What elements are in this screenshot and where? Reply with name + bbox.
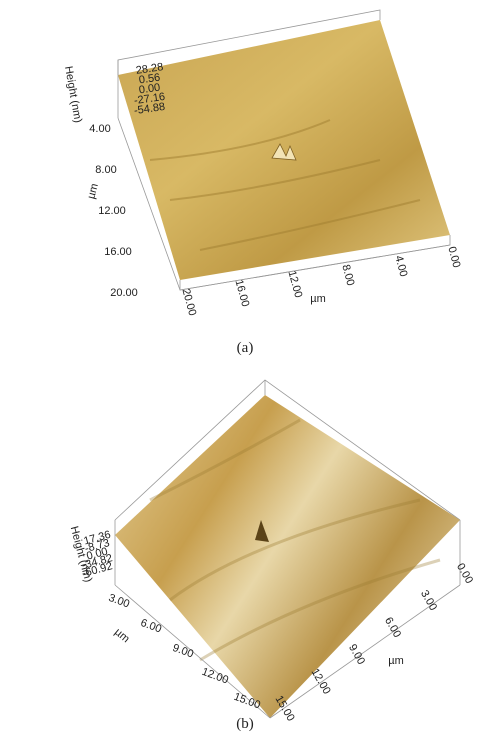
bottom-tick-label: 20.00 xyxy=(180,287,199,317)
bottom-tick-label: 6.00 xyxy=(382,615,403,640)
left-axis-label: µm xyxy=(112,626,132,645)
left-tick-label: 12.00 xyxy=(200,666,230,687)
left-tick-label: 6.00 xyxy=(139,617,163,636)
figure: (a)Height (nm)28.280.560.00-27.16-54.884… xyxy=(0,0,490,738)
bottom-tick-label: 12.00 xyxy=(286,269,305,299)
bottom-tick-label: 4.00 xyxy=(392,254,409,278)
caption: (b) xyxy=(236,716,254,732)
left-tick-label: 12.00 xyxy=(98,205,126,217)
bottom-tick-label: 0.00 xyxy=(454,561,475,586)
left-tick-label: 3.00 xyxy=(107,592,131,611)
bottom-tick-label: 9.00 xyxy=(346,642,367,667)
left-tick-label: 9.00 xyxy=(171,642,195,661)
bottom-axis-label: µm xyxy=(388,655,404,667)
bottom-tick-label: 0.00 xyxy=(445,245,462,269)
bottom-tick-label: 8.00 xyxy=(339,263,356,287)
surface xyxy=(118,20,450,280)
left-axis-label: µm xyxy=(85,182,101,200)
height-label: Height (nm) xyxy=(62,65,84,124)
caption: (a) xyxy=(237,340,254,356)
left-tick-label: 8.00 xyxy=(95,164,116,176)
panel-b xyxy=(115,380,460,718)
bottom-tick-label: 3.00 xyxy=(418,588,439,613)
left-tick-label: 16.00 xyxy=(104,246,132,258)
bottom-tick-label: 12.00 xyxy=(309,667,333,697)
panel-a xyxy=(118,10,450,290)
bottom-tick-label: 16.00 xyxy=(233,278,252,308)
left-tick-label: 4.00 xyxy=(89,123,110,135)
left-tick-label: 20.00 xyxy=(110,287,138,299)
bottom-axis-label: µm xyxy=(310,293,326,305)
surface xyxy=(115,395,460,718)
